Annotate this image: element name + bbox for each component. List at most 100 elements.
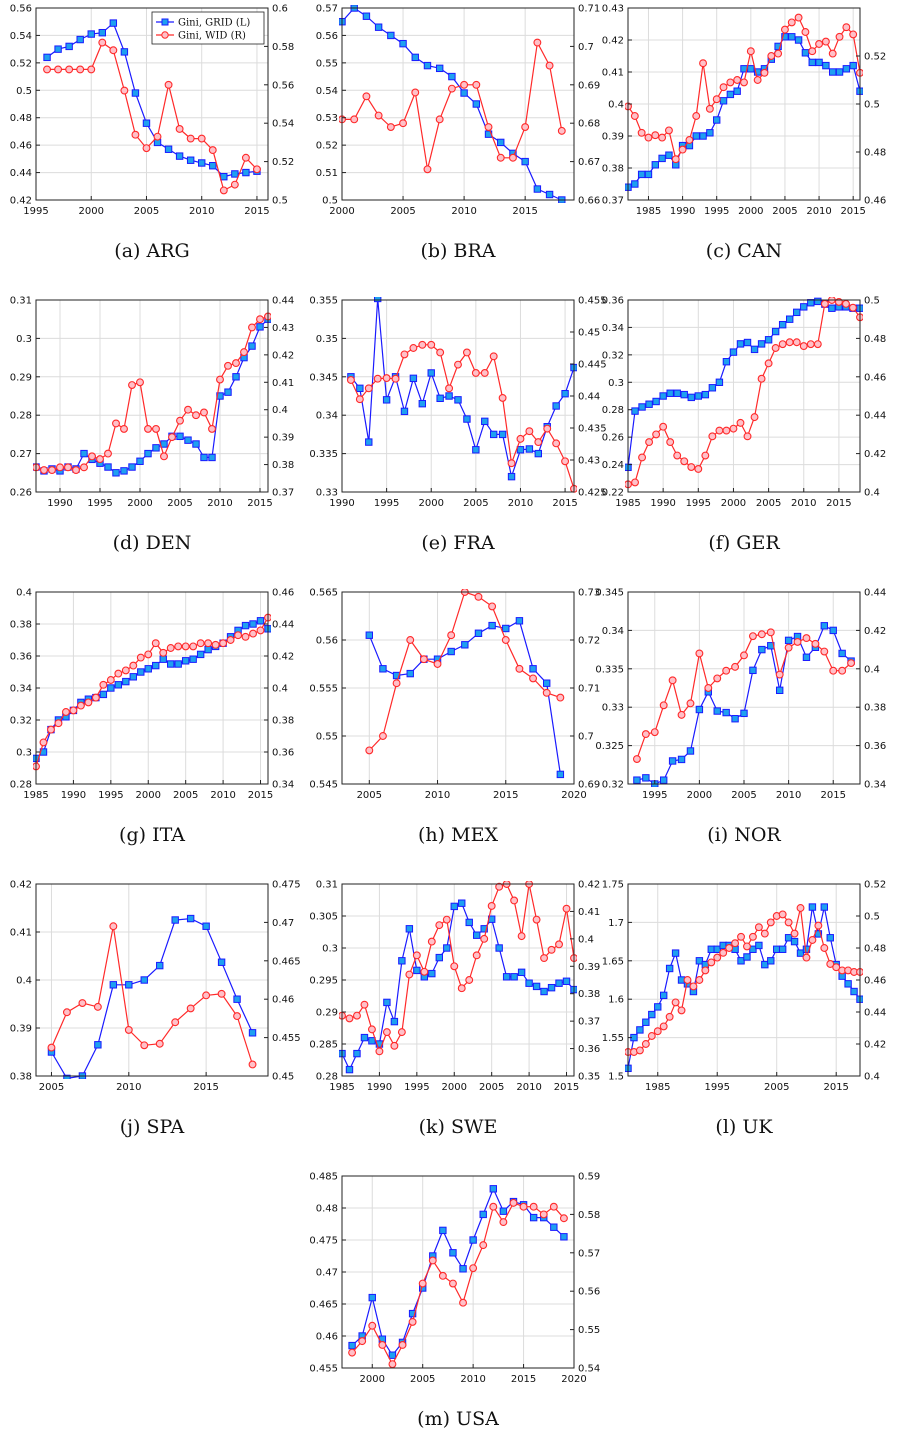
data-point — [378, 732, 387, 740]
data-point — [790, 929, 799, 938]
x-tick-label: 2015 — [512, 206, 537, 217]
data-point — [829, 68, 837, 76]
data-point — [489, 430, 498, 439]
data-point — [673, 451, 682, 460]
data-point — [707, 958, 716, 967]
data-point — [713, 674, 722, 683]
data-point — [159, 655, 167, 663]
x-tick-label: 2005 — [134, 206, 159, 217]
data-point — [800, 303, 808, 311]
data-point — [346, 376, 355, 384]
y-right-tick-label: 0.46 — [272, 588, 294, 599]
y-left-tick-label: 0.32 — [602, 780, 624, 791]
data-point — [547, 983, 556, 992]
data-point — [707, 945, 715, 953]
data-point — [631, 180, 639, 188]
x-tick-label: 2000 — [442, 1082, 467, 1093]
data-point — [659, 991, 668, 1000]
series-line — [350, 344, 575, 489]
data-point — [450, 902, 458, 911]
x-tick-label: 2010 — [207, 498, 232, 509]
y-right-tick-label: 0.42 — [864, 449, 886, 460]
data-point — [204, 645, 212, 654]
gridlines — [36, 299, 268, 493]
y-left-tick-label: 0.33 — [602, 703, 624, 714]
data-point — [761, 960, 769, 969]
data-point — [398, 1341, 407, 1349]
data-point — [713, 953, 722, 962]
data-point — [398, 957, 406, 965]
y-axis-right: 0.54 0.55 0.56 0.57 0.58 0.59 — [570, 1172, 600, 1375]
y-axis-right: 0.46 0.48 0.5 0.52 — [856, 52, 886, 207]
data-point — [136, 457, 144, 465]
x-axis: 2005 2010 2015 2020 — [357, 780, 587, 801]
data-point — [399, 39, 407, 48]
plot-frame — [627, 299, 861, 493]
y-right-tick-label: 0.38 — [272, 460, 294, 471]
x-tick-label: 2010 — [451, 206, 476, 217]
data-point — [65, 65, 74, 74]
data-point — [736, 418, 745, 427]
data-point — [198, 159, 206, 167]
y-right-tick-label: 0.41 — [272, 378, 294, 389]
y-left-tick-label: 1.7 — [608, 918, 624, 929]
data-point — [364, 384, 373, 393]
y-right-tick-label: 0.42 — [864, 626, 886, 637]
y-left-tick-label: 0.32 — [10, 716, 32, 727]
gridlines — [342, 1175, 575, 1369]
y-right-tick-label: 0.425 — [578, 488, 607, 499]
data-point — [793, 308, 801, 317]
data-point — [784, 918, 793, 927]
data-point — [835, 68, 844, 76]
data-point — [72, 466, 80, 475]
y-left-tick-label: 0.5 — [322, 196, 338, 207]
data-point — [390, 1041, 399, 1050]
series-grid — [33, 315, 271, 477]
data-point — [652, 397, 660, 406]
data-point — [719, 97, 728, 105]
data-point — [43, 53, 51, 62]
data-point — [671, 949, 680, 957]
data-point — [658, 133, 667, 142]
data-point — [507, 472, 516, 481]
data-point — [54, 719, 63, 728]
data-point — [826, 934, 834, 942]
data-point — [743, 432, 752, 441]
y-left-tick-label: 0.22 — [602, 488, 624, 499]
x-axis: 1985 1990 1995 2000 2005 2010 2015 — [615, 488, 852, 509]
series-wid — [632, 628, 856, 763]
y-right-tick-label: 0.42 — [578, 880, 600, 891]
y-left-tick-label: 0.54 — [10, 31, 32, 42]
data-point — [545, 61, 554, 70]
data-point — [109, 922, 118, 931]
y-right-tick-label: 0.52 — [864, 880, 886, 891]
legend-label: Gini, WID (R) — [178, 31, 246, 42]
data-point — [129, 673, 137, 681]
data-point — [360, 1033, 369, 1042]
chart-panel-bra: 2000 2005 2010 2015 0.5 0.51 0.52 0.53 0.54 0.55 0… — [316, 4, 601, 218]
y-left-tick-label: 0.28 — [316, 1072, 338, 1083]
y-right-tick-label: 0.47 — [272, 918, 294, 929]
data-point — [128, 381, 136, 389]
data-point — [516, 434, 525, 443]
data-point — [630, 112, 639, 120]
x-tick-label: 2010 — [806, 206, 831, 217]
data-point — [784, 636, 793, 645]
data-point — [811, 639, 820, 648]
data-point — [368, 1321, 377, 1330]
data-point — [216, 375, 224, 384]
y-right-tick-label: 0.39 — [578, 962, 600, 973]
x-axis: 1985 1990 1995 2000 2005 2010 2015 — [329, 1072, 579, 1093]
series-wid — [47, 922, 257, 1069]
data-point — [447, 84, 456, 93]
data-point — [345, 1065, 354, 1074]
legend-marker — [161, 31, 169, 39]
data-point — [358, 1337, 367, 1346]
series-line — [627, 906, 861, 1069]
y-axis-left: 0.38 0.39 0.4 0.41 0.42 — [10, 880, 40, 1083]
series-line — [342, 40, 563, 170]
data-point — [635, 1046, 644, 1055]
chart-svg-arg: 1995 2000 2005 2010 20150.420.440.460.480.50… — [10, 4, 295, 218]
data-point — [445, 384, 454, 393]
data-point — [637, 170, 646, 179]
